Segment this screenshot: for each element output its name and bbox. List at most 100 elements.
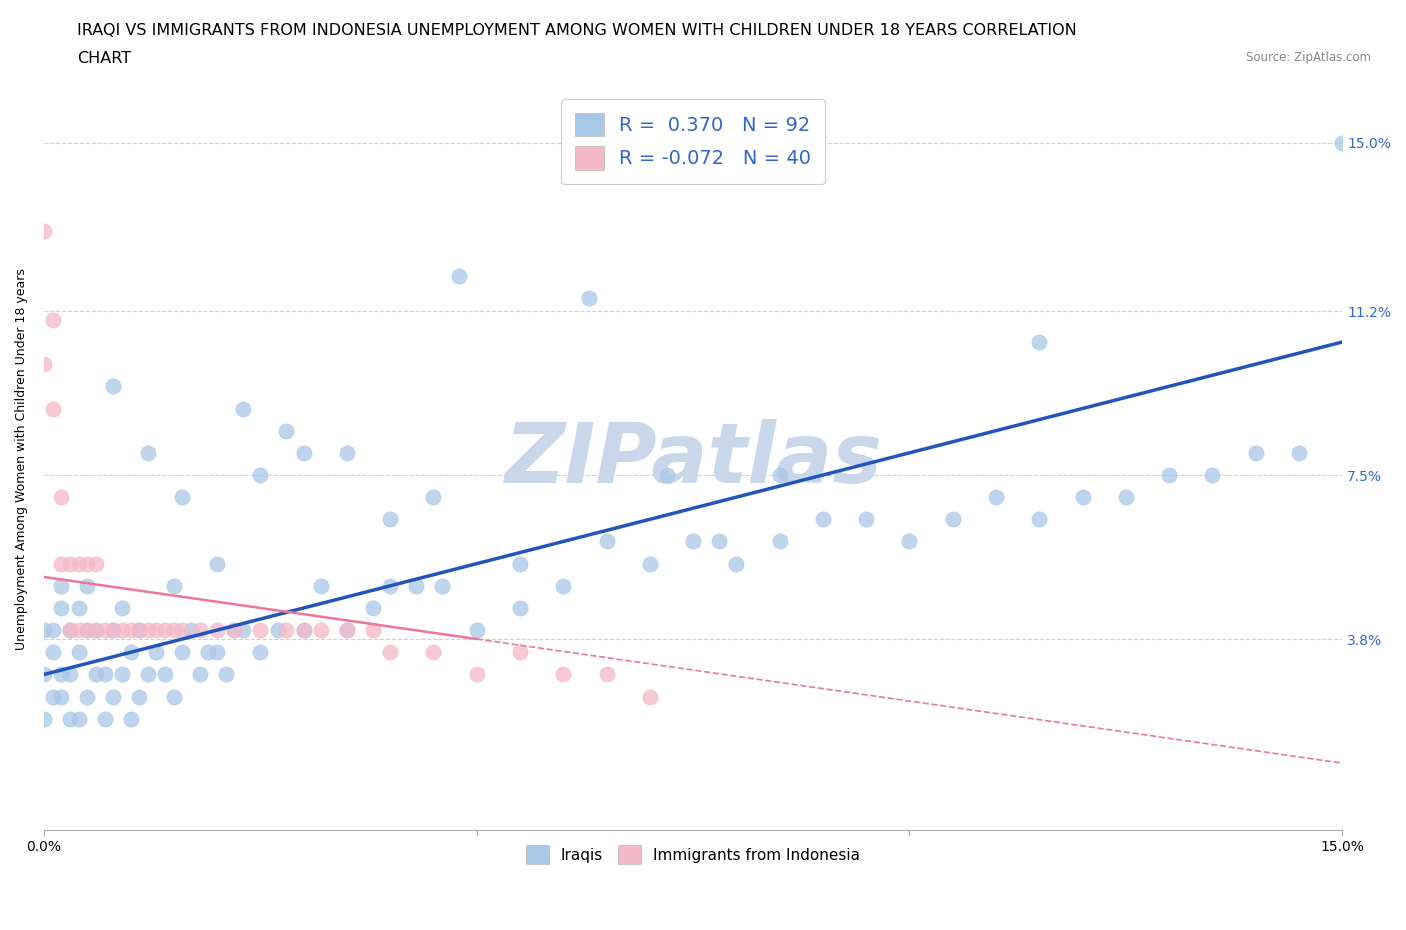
Point: [153, 667, 176, 682]
Point: [128, 623, 150, 638]
Point: [128, 623, 150, 638]
Point: [682, 534, 704, 549]
Point: [59, 556, 82, 571]
Point: [32, 623, 55, 638]
Point: [422, 490, 444, 505]
Point: [32, 711, 55, 726]
Point: [309, 578, 332, 593]
Text: CHART: CHART: [77, 51, 131, 66]
Point: [76, 556, 98, 571]
Point: [120, 711, 142, 726]
Point: [84, 623, 107, 638]
Point: [430, 578, 453, 593]
Point: [93, 623, 115, 638]
Point: [292, 445, 315, 460]
Point: [205, 556, 228, 571]
Point: [41, 644, 63, 659]
Point: [811, 512, 834, 526]
Point: [276, 623, 298, 638]
Point: [136, 623, 159, 638]
Point: [1244, 445, 1267, 460]
Point: [103, 689, 125, 704]
Point: [336, 445, 359, 460]
Point: [1201, 468, 1223, 483]
Point: [509, 556, 531, 571]
Point: [76, 623, 98, 638]
Point: [1028, 512, 1050, 526]
Point: [41, 401, 63, 416]
Point: [172, 490, 194, 505]
Point: [553, 578, 575, 593]
Point: [59, 623, 82, 638]
Point: [553, 667, 575, 682]
Point: [59, 623, 82, 638]
Point: [111, 601, 134, 616]
Point: [1288, 445, 1310, 460]
Point: [67, 601, 90, 616]
Y-axis label: Unemployment Among Women with Children Under 18 years: Unemployment Among Women with Children U…: [15, 269, 28, 650]
Point: [266, 623, 288, 638]
Point: [768, 468, 790, 483]
Point: [1157, 468, 1180, 483]
Point: [32, 357, 55, 372]
Point: [1071, 490, 1094, 505]
Point: [67, 711, 90, 726]
Point: [136, 445, 159, 460]
Point: [224, 623, 246, 638]
Point: [378, 578, 401, 593]
Point: [84, 667, 107, 682]
Point: [249, 623, 271, 638]
Point: [942, 512, 965, 526]
Point: [309, 623, 332, 638]
Point: [84, 623, 107, 638]
Point: [707, 534, 730, 549]
Point: [422, 644, 444, 659]
Point: [509, 601, 531, 616]
Point: [111, 667, 134, 682]
Point: [205, 644, 228, 659]
Point: [465, 667, 488, 682]
Point: [67, 556, 90, 571]
Point: [638, 556, 661, 571]
Point: [509, 644, 531, 659]
Point: [188, 623, 211, 638]
Point: [51, 689, 73, 704]
Point: [595, 667, 617, 682]
Point: [1028, 335, 1050, 350]
Legend: Iraqis, Immigrants from Indonesia: Iraqis, Immigrants from Indonesia: [520, 839, 866, 870]
Text: ZIPatlas: ZIPatlas: [505, 419, 882, 500]
Point: [361, 601, 384, 616]
Point: [232, 623, 254, 638]
Point: [41, 312, 63, 327]
Point: [172, 623, 194, 638]
Point: [76, 578, 98, 593]
Point: [336, 623, 359, 638]
Point: [51, 490, 73, 505]
Point: [163, 578, 186, 593]
Point: [67, 644, 90, 659]
Point: [655, 468, 678, 483]
Point: [51, 601, 73, 616]
Point: [378, 512, 401, 526]
Point: [103, 379, 125, 393]
Point: [224, 623, 246, 638]
Point: [378, 644, 401, 659]
Point: [51, 556, 73, 571]
Point: [41, 689, 63, 704]
Point: [84, 556, 107, 571]
Text: IRAQI VS IMMIGRANTS FROM INDONESIA UNEMPLOYMENT AMONG WOMEN WITH CHILDREN UNDER : IRAQI VS IMMIGRANTS FROM INDONESIA UNEMP…: [77, 23, 1077, 38]
Point: [578, 290, 600, 305]
Point: [595, 534, 617, 549]
Point: [172, 644, 194, 659]
Point: [76, 689, 98, 704]
Point: [1331, 135, 1354, 150]
Point: [111, 623, 134, 638]
Point: [725, 556, 748, 571]
Point: [153, 623, 176, 638]
Point: [336, 623, 359, 638]
Point: [51, 667, 73, 682]
Point: [215, 667, 238, 682]
Text: Source: ZipAtlas.com: Source: ZipAtlas.com: [1246, 51, 1371, 64]
Point: [232, 401, 254, 416]
Point: [188, 667, 211, 682]
